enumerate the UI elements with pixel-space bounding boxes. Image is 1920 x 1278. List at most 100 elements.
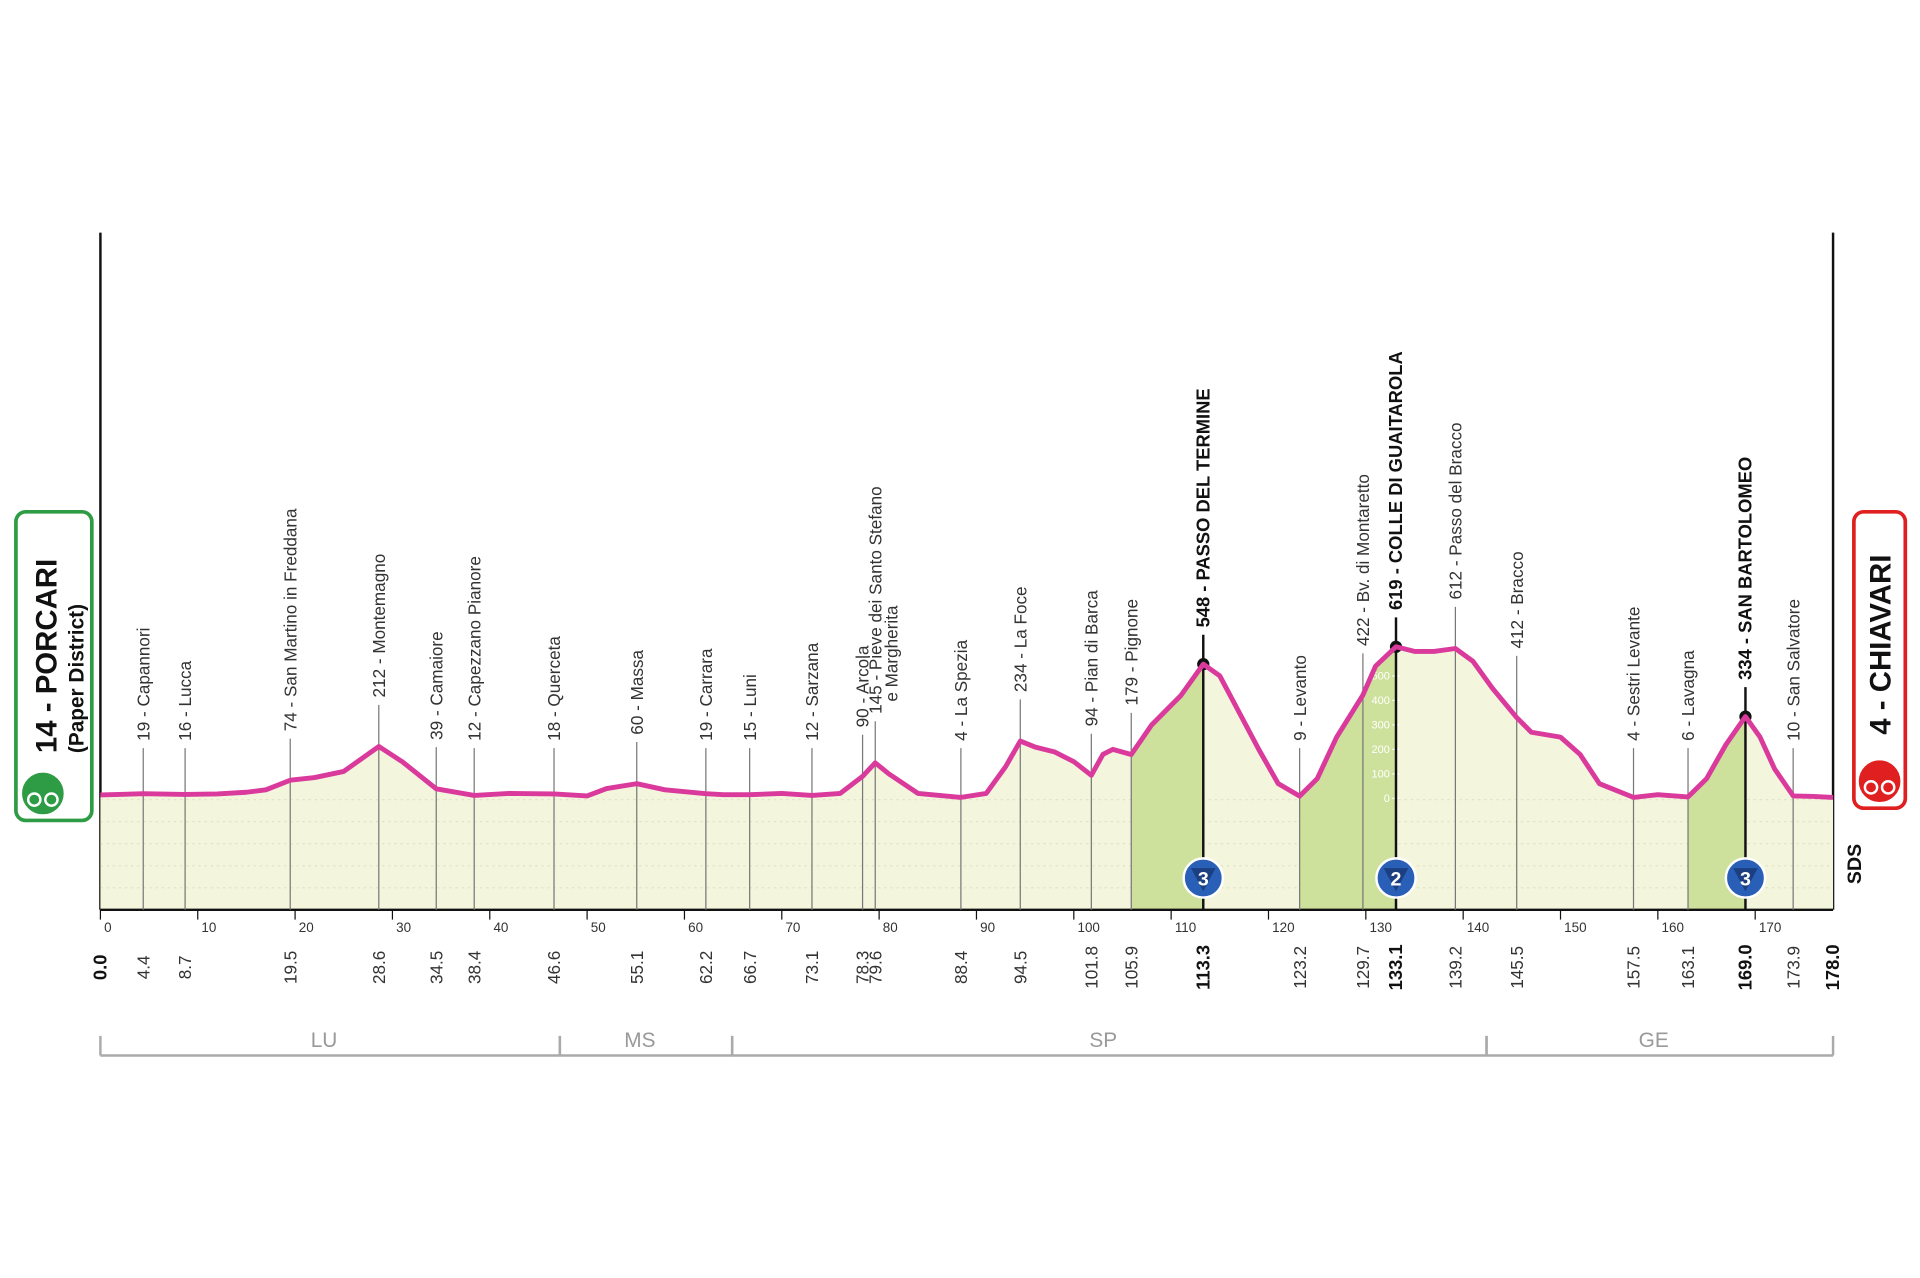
km-label: 66.7 [740, 951, 760, 984]
finish-icon-wheel [1880, 780, 1896, 795]
km-label: 123.2 [1290, 946, 1310, 989]
waypoint-label: 18 - Querceta [544, 636, 564, 741]
y-tick-label: 200 [1371, 744, 1389, 756]
x-tick-label: 130 [1370, 920, 1392, 935]
waypoint-label: 74 - San Martino in Freddana [280, 508, 300, 731]
y-tick-label: 500 [1371, 671, 1389, 683]
x-tick-label: 60 [688, 920, 703, 935]
km-label: 178.0 [1822, 944, 1843, 990]
summit-label: 334 - SAN BARTOLOMEO [1735, 457, 1756, 680]
start-sublabel: (Paper District) [65, 604, 88, 753]
km-label: 38.4 [464, 950, 484, 984]
finish-box [1852, 510, 1908, 811]
waypoint-label: 234 - La Foce [1010, 586, 1030, 692]
km-label: 139.2 [1446, 946, 1466, 989]
kom-badge-shape [1191, 868, 1216, 892]
kom-category: 2 [1391, 868, 1402, 890]
y-tick-label: 300 [1371, 720, 1389, 732]
waypoint-label: 422 - Bv. di Montaretto [1353, 474, 1373, 646]
x-tick-label: 50 [591, 920, 606, 935]
waypoint-label: 16 - Lucca [175, 660, 195, 740]
km-label: 133.1 [1385, 944, 1406, 990]
km-label: 55.1 [627, 951, 647, 984]
km-label: 129.7 [1353, 946, 1373, 989]
province-label: GE [1639, 1029, 1669, 1052]
province-label: SP [1089, 1029, 1117, 1052]
summit-label: 619 - COLLE DI GUAITAROLA [1385, 351, 1406, 610]
x-tick-label: 150 [1564, 920, 1586, 935]
km-label: 163.1 [1678, 946, 1698, 989]
finish-label: 4 - CHIAVARI [1865, 555, 1898, 735]
province-label: LU [311, 1029, 338, 1052]
province-label: MS [624, 1029, 655, 1052]
kom-category: 3 [1198, 868, 1209, 890]
km-label: 4.4 [133, 955, 153, 979]
km-label: 34.5 [426, 951, 446, 984]
x-tick-label: 90 [980, 920, 995, 935]
finish-icon-wheel [1863, 780, 1879, 795]
profile-line [100, 644, 1834, 800]
x-tick-label: 100 [1077, 920, 1099, 935]
waypoint-label: 12 - Sarzana [802, 642, 822, 741]
waypoint-label: 10 - San Salvatore [1783, 599, 1803, 741]
x-tick-label: 160 [1662, 920, 1684, 935]
km-label: 101.8 [1081, 946, 1101, 989]
x-tick-label: 110 [1175, 920, 1196, 935]
km-label: 28.6 [369, 951, 389, 984]
y-tick-label: 400 [1371, 695, 1389, 707]
climb-area [1131, 664, 1204, 910]
x-tick-label: 120 [1272, 920, 1294, 935]
waypoint-label: 60 - Massa [627, 650, 647, 735]
waypoint-label: 19 - Capannori [133, 628, 153, 741]
km-label: 145.5 [1507, 946, 1527, 989]
waypoint-label: 12 - Capezzano Pianore [464, 556, 484, 741]
y-tick-label: 0 [1384, 793, 1390, 805]
km-label: 169.0 [1735, 944, 1756, 990]
kom-badge-shape [1383, 868, 1409, 892]
km-label: 113.3 [1192, 945, 1213, 990]
waypoint-label: 90 - Arcola [853, 645, 873, 727]
kom-category: 3 [1740, 868, 1751, 890]
climb-area [1688, 716, 1746, 910]
x-tick-label: 10 [201, 920, 216, 935]
climb-area [1299, 646, 1397, 910]
x-tick-label: 20 [299, 920, 314, 935]
waypoint-label: 4 - La Spezia [951, 639, 971, 740]
waypoint-label: 19 - Carrara [696, 648, 716, 741]
x-tick-label: 70 [785, 920, 800, 935]
waypoint-label: 4 - Sestri Levante [1624, 607, 1644, 741]
start-box [14, 510, 94, 823]
waypoint-label: e Margherita [881, 605, 901, 702]
start-icon [19, 770, 67, 817]
x-tick-label: 80 [883, 920, 898, 935]
km-label: 157.5 [1624, 946, 1644, 989]
km-label: 94.5 [1010, 951, 1030, 984]
x-tick-label: 170 [1759, 920, 1781, 935]
waypoint-label: 412 - Bracco [1507, 551, 1527, 648]
waypoint-label: 39 - Camaiore [426, 631, 446, 740]
km-label: 19.5 [280, 951, 300, 984]
km-label: 173.9 [1783, 946, 1803, 989]
km-label: 88.4 [951, 950, 971, 984]
km-label: 0.0 [90, 955, 111, 981]
y-tick-label: 100 [1371, 769, 1389, 781]
km-label: 8.7 [175, 955, 195, 979]
km-label: 79.6 [865, 951, 885, 984]
km-label: 62.2 [696, 951, 716, 984]
km-label: 78.3 [853, 951, 873, 984]
km-label: 105.9 [1121, 946, 1141, 989]
logo: SDS [1844, 844, 1866, 884]
waypoint-label: 9 - Levanto [1290, 655, 1310, 741]
start-icon-wheel [44, 792, 59, 807]
start-label: 14 - PORCARI [30, 559, 63, 753]
x-tick-label: 140 [1467, 920, 1489, 935]
x-tick-label: 0 [104, 920, 111, 935]
summit-label: 548 - PASSO DEL TERMINE [1192, 388, 1213, 627]
km-label: 73.1 [802, 951, 822, 984]
km-label: 46.6 [544, 951, 564, 984]
waypoint-label: 212 - Montemagno [369, 554, 389, 698]
x-tick-label: 30 [396, 920, 411, 935]
waypoint-label: 145 - Pieve dei Santo Stefano [865, 486, 885, 714]
finish-icon [1856, 757, 1903, 805]
